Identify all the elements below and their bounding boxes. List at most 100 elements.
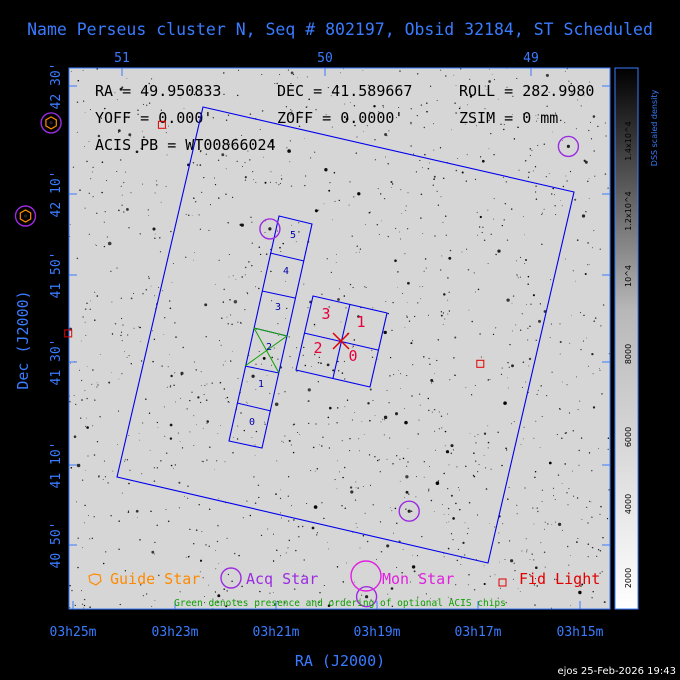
background-star [374,455,376,458]
info-ra: RA = 49.950833 [95,82,221,100]
background-star [513,421,515,423]
background-star [167,520,170,523]
background-star [410,342,413,345]
background-star [362,69,364,71]
acq-star-point [49,121,53,125]
background-star [206,420,209,423]
background-star [604,122,606,124]
background-star [187,485,189,487]
background-star [401,572,403,574]
background-star [509,343,511,346]
background-star [382,105,384,107]
background-star [524,160,527,162]
background-star [336,407,339,409]
background-star [384,133,388,136]
background-star [584,273,587,275]
background-star [535,339,537,341]
background-star [532,170,534,172]
background-star [425,593,427,595]
background-star [128,355,130,357]
info-roll: ROLL = 282.9980 [459,82,594,100]
background-star [118,378,120,380]
background-star [408,320,411,322]
background-star [596,555,598,557]
background-star [249,159,251,161]
background-star [262,357,266,360]
background-star [406,375,408,377]
background-star [270,139,274,143]
background-star [127,334,129,336]
background-star [94,291,96,293]
background-star [445,75,447,77]
background-star [156,184,158,186]
background-star [102,562,105,565]
background-star [374,159,376,161]
background-star [224,360,226,362]
background-star [359,547,361,549]
background-star [514,569,516,572]
background-star [287,149,291,153]
background-star [410,145,412,147]
background-star [273,347,275,349]
background-star [341,372,344,374]
background-star [589,121,592,123]
background-star [270,143,272,145]
background-star [87,455,89,457]
background-star [235,138,237,139]
background-star [476,211,478,213]
x-tick-label: 03h17m [455,625,502,640]
background-star [83,607,85,609]
background-star [546,105,548,107]
background-star [231,580,233,583]
background-star [536,507,538,509]
background-star [488,119,490,122]
background-star [537,389,539,391]
background-star [97,134,101,138]
background-star [197,396,200,399]
background-star [323,584,325,587]
background-star [351,235,353,237]
background-star [227,573,230,576]
background-star [355,252,357,253]
background-star [292,367,293,369]
background-star [511,302,513,304]
background-star [282,441,284,443]
acis-s-divider [244,365,280,374]
background-star [559,119,562,122]
background-star [409,86,411,88]
background-star [554,112,557,114]
background-star [483,432,487,435]
background-star [440,69,442,71]
legend-fid-label: Fid Light [519,570,600,588]
background-star [406,315,408,317]
background-star [103,460,105,462]
background-star [386,544,390,548]
background-star [561,205,563,207]
background-star [129,469,131,471]
background-star [248,261,250,263]
background-star [297,77,298,79]
background-star [314,470,316,472]
background-star [279,512,281,514]
background-star [156,524,158,527]
background-star [154,192,156,194]
background-star [509,540,511,542]
acis-s-chip-label: 4 [283,266,289,277]
background-star [325,114,327,116]
background-star [226,396,229,399]
background-star [503,128,505,131]
background-star [254,444,256,446]
background-star [334,200,336,202]
background-star [461,251,463,253]
background-star [544,566,546,568]
background-star [337,298,340,301]
background-star [196,164,198,166]
background-star [245,401,247,403]
background-star [150,510,152,513]
background-star [588,129,590,132]
background-star [261,73,263,76]
background-star [276,549,278,552]
background-star [174,372,176,374]
background-star [218,259,220,261]
background-star [443,472,445,475]
